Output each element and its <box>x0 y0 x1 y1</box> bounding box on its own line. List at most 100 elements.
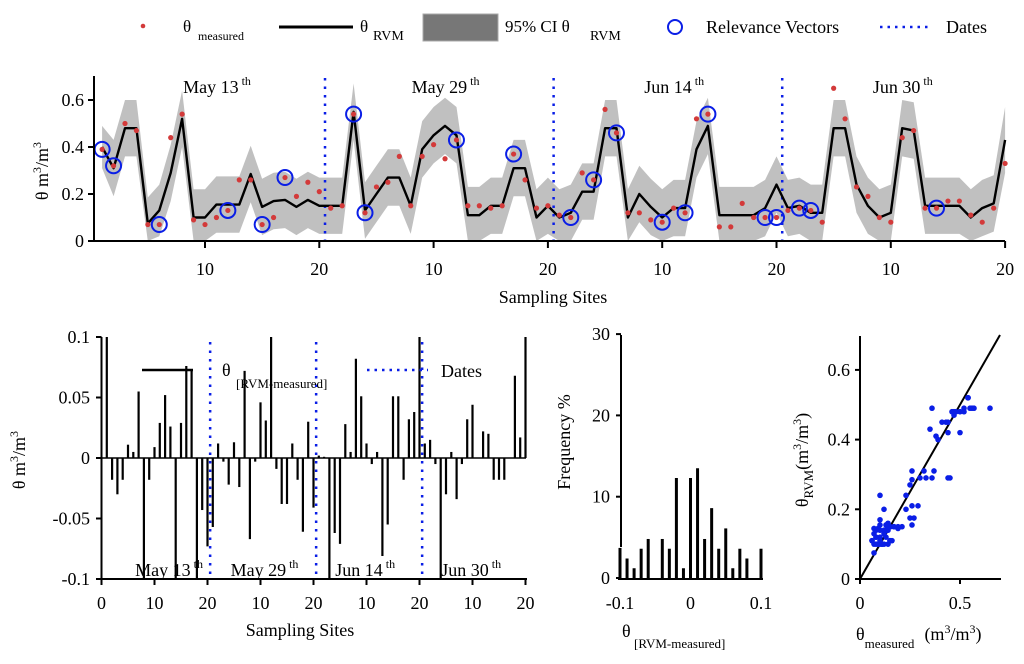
timeseries-ytick-label: 0.6 <box>62 90 85 110</box>
legend-measured-label: θ <box>183 17 191 36</box>
timeseries-date-label-sup: th <box>692 74 704 88</box>
residuals-xtick-label: 10 <box>146 593 164 613</box>
measured-point <box>876 214 882 221</box>
scatter-points-layer <box>869 394 993 556</box>
scatter-point <box>909 522 915 528</box>
measured-point <box>579 170 585 176</box>
measured-point <box>911 127 917 134</box>
measured-point <box>888 219 894 225</box>
scatter-ylabel: θRVM(m3/m3) <box>790 413 816 507</box>
scatter-point <box>967 405 973 412</box>
measured-point <box>248 177 254 183</box>
date-lines-layer <box>323 78 784 241</box>
scatter-xtick-label: 0 <box>856 593 865 613</box>
scatter-xtick-label: 0.5 <box>949 593 972 613</box>
scatter-point <box>945 429 951 436</box>
scatter-point <box>957 408 963 415</box>
scatter-point <box>873 534 879 540</box>
relevance-vector-marker <box>585 171 603 189</box>
scatter-xlabel-unit2: /m <box>950 624 969 644</box>
measured-point <box>716 224 722 230</box>
measured-point <box>591 177 597 183</box>
residuals-ylabel-sup2: 3 <box>7 431 21 437</box>
relevance-vector-marker <box>653 213 671 231</box>
scatter-ylabel-sub: RVM <box>801 469 816 498</box>
residuals-ylabel-mid: /m <box>9 437 29 456</box>
residuals-ytick-label: -0.05 <box>53 509 91 529</box>
measured-point <box>785 207 791 214</box>
scatter-point <box>965 394 971 401</box>
legend-ci-label: 95% CI θ <box>505 17 570 36</box>
residuals-date-label-sup: th <box>286 557 298 571</box>
scatter-point <box>903 492 909 499</box>
measured-point <box>556 212 562 218</box>
measured-point <box>613 130 620 136</box>
measured-point <box>385 179 391 185</box>
scatter-point <box>923 475 929 481</box>
measured-point <box>419 153 425 159</box>
scatter-point <box>909 503 915 509</box>
residuals-date-label-sup: th <box>191 557 203 571</box>
residuals-date-label: May 13 th <box>135 557 203 580</box>
scatter-point <box>903 506 909 513</box>
relevance-vector-marker <box>607 124 625 142</box>
residuals-legend: θ [RVM-measured] Dates <box>142 360 482 391</box>
scatter-ylabel-base: θ <box>792 498 812 507</box>
measured-point <box>773 214 780 221</box>
timeseries-ylabel-mid: /m <box>32 148 52 167</box>
residuals-date-label-sup: th <box>489 557 501 571</box>
scatter-xlabel-unit: (m <box>924 624 944 645</box>
scatter-xlabel-sup2: 3 <box>969 622 975 636</box>
relevance-vector-marker <box>105 157 123 175</box>
residuals-axes: -0.1 -0.05 0 0.05 0.1 0 10 20 10 20 10 20 10 20 <box>53 327 535 613</box>
timeseries-ylabel-base: θ m <box>32 173 52 200</box>
measured-point <box>202 221 208 228</box>
timeseries-xtick-label: 10 <box>882 259 900 279</box>
scatter-point <box>871 550 877 556</box>
measured-point <box>350 111 357 117</box>
relevance-vector-marker <box>756 209 774 226</box>
scatter-point <box>895 523 901 530</box>
scatter-point <box>915 503 921 509</box>
timeseries-xtick-label: 20 <box>539 259 557 279</box>
measured-point <box>293 193 300 199</box>
measured-point <box>122 120 128 127</box>
scatter-ytick-label: 0.4 <box>828 430 851 450</box>
scatter-point <box>907 515 913 521</box>
measured-point <box>648 217 654 223</box>
relevance-vector-marker <box>768 209 785 226</box>
residuals-ytick-label: 0.1 <box>68 327 91 347</box>
scatter-point <box>929 405 935 412</box>
measured-point <box>602 106 608 112</box>
measured-point <box>625 210 631 216</box>
residuals-date-lines-layer <box>208 342 424 579</box>
scatter-point <box>891 523 897 530</box>
timeseries-date-label-text: May 29 <box>412 77 468 97</box>
relevance-vector-marker <box>699 105 717 123</box>
scatter-point <box>909 468 915 474</box>
relevance-vector-marker <box>253 216 271 234</box>
residuals-date-label-text: Jun 30 <box>441 560 489 580</box>
measured-point <box>945 198 951 204</box>
measured-point <box>636 210 642 216</box>
measured-point <box>853 184 860 190</box>
timeseries-ylabel-sup2: 3 <box>30 142 44 148</box>
scatter-point <box>869 537 875 544</box>
legend-relevance-vector-label: Relevance Vectors <box>706 17 839 37</box>
relevance-vector-marker <box>345 105 363 123</box>
scatter-axes: 0 0.2 0.4 0.6 0 0.5 <box>828 336 1001 613</box>
relevance-vector-marker <box>562 209 580 226</box>
scatter-point <box>889 537 895 544</box>
measured-point <box>796 205 802 211</box>
scatter-point <box>877 492 883 499</box>
timeseries-date-label-text: May 13 <box>183 77 239 97</box>
residuals-date-label-sup: th <box>383 557 395 571</box>
histogram-xtick-label: 0.1 <box>750 593 773 613</box>
timeseries-date-labels: May 13 th May 29 th Jun 14 th Jun 30 th <box>183 74 933 97</box>
residuals-ytick-label: -0.1 <box>62 569 91 589</box>
measured-point <box>568 214 574 221</box>
relevance-vector-marker <box>356 204 374 222</box>
measured-point <box>236 177 242 183</box>
